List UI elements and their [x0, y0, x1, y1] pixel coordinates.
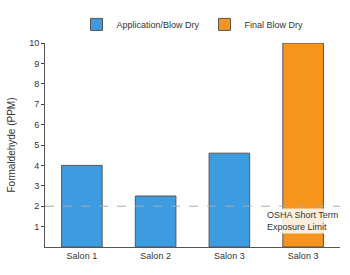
svg-text:10: 10: [29, 38, 39, 48]
svg-text:6: 6: [34, 120, 39, 130]
svg-text:Formaldehyde (PPM): Formaldehyde (PPM): [6, 97, 17, 192]
svg-text:OSHA Short TermExposure Limit: OSHA Short TermExposure Limit: [267, 210, 338, 232]
svg-text:Salon 2: Salon 2: [140, 251, 171, 261]
svg-text:5: 5: [34, 140, 39, 150]
svg-text:2: 2: [34, 201, 39, 211]
svg-text:7: 7: [34, 99, 39, 109]
svg-text:Salon 3: Salon 3: [214, 251, 245, 261]
svg-text:1: 1: [34, 222, 39, 232]
svg-text:9: 9: [34, 59, 39, 69]
svg-text:Application/Blow Dry: Application/Blow Dry: [117, 20, 200, 30]
svg-text:Salon 1: Salon 1: [67, 251, 98, 261]
svg-text:Final Blow Dry: Final Blow Dry: [245, 20, 304, 30]
svg-text:8: 8: [34, 79, 39, 89]
svg-text:3: 3: [34, 181, 39, 191]
svg-text:4: 4: [34, 161, 39, 171]
svg-text:Salon 3: Salon 3: [288, 251, 319, 261]
